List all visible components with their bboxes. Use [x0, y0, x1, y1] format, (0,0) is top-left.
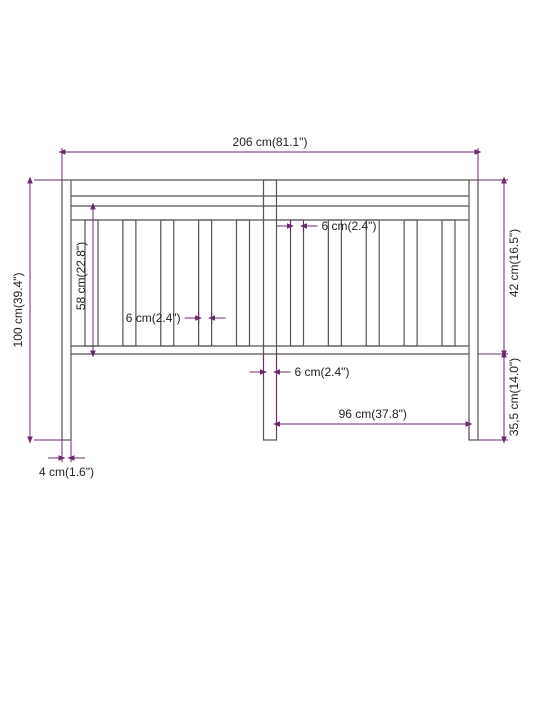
label-slat-width-b: 6 cm(2.4") — [322, 219, 377, 233]
label-rails-height: 42 cm(16.5") — [507, 229, 521, 297]
label-slat-width-a: 6 cm(2.4") — [126, 311, 181, 325]
label-center-post-width: 6 cm(2.4") — [295, 365, 350, 379]
furniture-outline — [62, 180, 478, 440]
label-leg-height: 35,5 cm(14.0") — [507, 358, 521, 436]
label-post-width: 4 cm(1.6") — [39, 465, 94, 479]
label-total-height: 100 cm(39.4") — [11, 273, 25, 348]
label-section-width: 96 cm(37.8") — [339, 407, 407, 421]
dimension-drawing: 206 cm(81.1") 100 cm(39.4") 58 cm(22.8") 4 … — [0, 0, 540, 720]
dimension-lines — [30, 148, 508, 462]
label-total-width: 206 cm(81.1") — [233, 135, 308, 149]
dimension-labels: 206 cm(81.1") 100 cm(39.4") 58 cm(22.8") 4 … — [11, 135, 521, 479]
label-slat-band-height: 58 cm(22.8") — [74, 242, 88, 310]
